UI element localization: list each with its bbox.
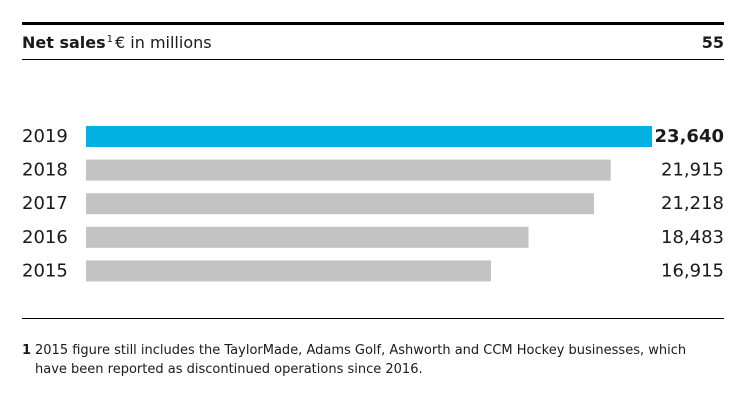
top-rule [22, 22, 724, 25]
category-label-2016: 2016 [22, 227, 68, 248]
value-label-2015: 16,915 [661, 260, 724, 281]
title-bold: Net sales [22, 33, 106, 52]
value-label-2017: 21,218 [661, 193, 724, 214]
bar-2019 [86, 126, 652, 147]
value-label-2018: 21,915 [661, 160, 724, 181]
footnote: 1 2015 figure still includes the TaylorM… [22, 341, 722, 379]
category-label-2019: 2019 [22, 126, 68, 147]
value-label-2019: 23,640 [655, 126, 724, 147]
footnote-marker: 1 [22, 343, 32, 358]
title-footnote-marker: 1 [106, 34, 114, 45]
bar-2016 [86, 226, 529, 248]
bar-2018 [86, 159, 611, 181]
bar-2015 [86, 260, 491, 282]
footnote-rule [22, 318, 724, 319]
footnote-text: 2015 figure still includes the TaylorMad… [35, 343, 687, 377]
chart-header: Net sales1 € in millions 55 [22, 33, 724, 57]
page-number: 55 [701, 33, 724, 52]
title-unit: € in millions [115, 33, 212, 52]
category-label-2015: 2015 [22, 260, 68, 281]
value-label-2016: 18,483 [661, 227, 724, 248]
category-label-2018: 2018 [22, 160, 68, 181]
bar-2017 [86, 193, 595, 215]
category-label-2017: 2017 [22, 193, 68, 214]
chart-title: Net sales1 € in millions [22, 33, 212, 52]
header-rule [22, 59, 724, 60]
